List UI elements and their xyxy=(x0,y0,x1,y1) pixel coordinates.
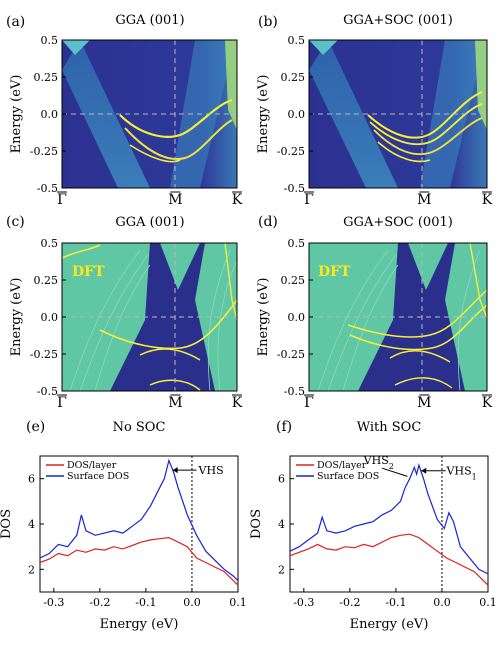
band-d-ylabel: Energy (eV) xyxy=(256,278,271,357)
panel-c-title: GGA (001) xyxy=(115,215,184,230)
band-b-kpoint-label: M xyxy=(417,192,431,208)
band-c-ytick-label: -0.25 xyxy=(30,348,58,361)
chart-f-xtick-label: -0.3 xyxy=(293,596,314,609)
band-a-ytick-label: -0.5 xyxy=(37,182,58,195)
chart-f-vhs1-arrowhead xyxy=(421,467,427,474)
chart-f-vhs1-subscript: 1 xyxy=(472,472,477,481)
chart-e-title: No SOC xyxy=(113,420,166,435)
band-a-ytick-label: 0.5 xyxy=(41,34,59,47)
band-b-ytick-label: -0.25 xyxy=(277,145,305,158)
chart-f-title: With SOC xyxy=(357,420,422,435)
panel-a-label: (a) xyxy=(6,14,25,30)
band-c-kpoint-label: K xyxy=(232,395,243,411)
band-c-ylabel: Energy (eV) xyxy=(9,278,24,357)
band-c-ytick-label: -0.5 xyxy=(37,385,58,398)
panel-d-title: GGA+SOC (001) xyxy=(343,215,453,230)
chart-f-vhs1-label: VHS1 xyxy=(446,465,477,482)
band-axes: 0.5 0.25 0.0 -0.25 -0.5 Energy (eV) Γ M K 0.5 0.25… xyxy=(9,34,493,411)
band-b-kpoint-label: K xyxy=(482,192,493,208)
band-a-kpoint-label: M xyxy=(168,192,182,208)
chart-e-legend-entry: Surface DOS xyxy=(67,471,129,482)
chart-e-xtick-label: 0.1 xyxy=(229,596,247,609)
panel-a-title: GGA (001) xyxy=(115,13,184,28)
chart-e-xtick-label: -0.1 xyxy=(135,596,156,609)
band-b-ytick-label: 0.25 xyxy=(281,71,306,84)
band-d-ytick-label: 0.5 xyxy=(288,237,306,250)
chart-e-vhs-label: VHS xyxy=(198,464,224,477)
chart-f-ytick-label: 4 xyxy=(278,518,285,531)
chart-f-ylabel: DOS xyxy=(249,509,264,539)
panel-b-title: GGA+SOC (001) xyxy=(343,13,453,28)
panel-c-label: (c) xyxy=(6,214,25,230)
chart-f: -0.3 -0.2 -0.1 0.0 0.1 2 4 6 (f) With SOC Energy (… xyxy=(249,419,497,632)
chart-f-vhs2-subscript: 2 xyxy=(389,462,394,471)
chart-f-ytick-label: 2 xyxy=(278,563,285,576)
band-c-kpoint-label: Γ xyxy=(57,395,67,411)
band-a-kpoint-label: Γ xyxy=(57,192,67,208)
chart-f-panel-label: (f) xyxy=(276,419,292,435)
chart-f-series-surface-dos xyxy=(289,462,489,575)
band-a-ytick-label: 0.0 xyxy=(41,108,59,121)
band-a-ylabel: Energy (eV) xyxy=(9,75,24,154)
band-a-ytick-label: 0.25 xyxy=(34,71,59,84)
band-b-ytick-label: 0.5 xyxy=(288,34,306,47)
panel-b-image xyxy=(309,40,487,188)
panel-c-annotation: DFT xyxy=(72,264,105,280)
chart-e-series-dos-layer xyxy=(39,536,239,586)
panel-d-label: (d) xyxy=(258,214,278,230)
band-a-ytick-label: -0.25 xyxy=(30,145,58,158)
band-dashed-guides xyxy=(62,40,487,391)
chart-f-vhs2-label: VHS2 xyxy=(363,454,394,471)
band-d-ytick-label: -0.5 xyxy=(284,385,305,398)
band-c-kpoint-label: M xyxy=(168,395,182,411)
chart-f-series-dos-layer xyxy=(289,533,489,586)
chart-f-legend-entry: Surface DOS xyxy=(317,471,379,482)
panel-b-label: (b) xyxy=(258,14,278,30)
chart-f-xtick-label: 0.1 xyxy=(479,596,497,609)
chart-f-legend-entry: DOS/layer xyxy=(317,460,367,471)
band-c-ytick-label: 0.0 xyxy=(41,311,59,324)
chart-e-panel-label: (e) xyxy=(26,419,45,435)
chart-e-ytick-label: 4 xyxy=(28,518,35,531)
band-c-ytick-label: 0.5 xyxy=(41,237,59,250)
chart-f-xtick-label: -0.1 xyxy=(385,596,406,609)
band-d-ytick-label: -0.25 xyxy=(277,348,305,361)
chart-f-xtick-label: -0.2 xyxy=(339,596,360,609)
chart-f-xtick-label: 0.0 xyxy=(433,596,451,609)
band-d-kpoint-label: K xyxy=(482,395,493,411)
band-d-ytick-label: 0.0 xyxy=(288,311,306,324)
band-c-ytick-label: 0.25 xyxy=(34,274,59,287)
band-b-ytick-label: -0.5 xyxy=(284,182,305,195)
chart-e-xtick-label: 0.0 xyxy=(183,596,201,609)
band-b-ytick-label: 0.0 xyxy=(288,108,306,121)
band-d-kpoint-label: M xyxy=(417,395,431,411)
chart-e-legend-entry: DOS/layer xyxy=(67,460,117,471)
chart-e-xtick-label: -0.3 xyxy=(43,596,64,609)
chart-f-vhs2-arrow xyxy=(381,467,408,477)
band-a-kpoint-label: K xyxy=(232,192,243,208)
chart-e-xlabel: Energy (eV) xyxy=(100,617,179,632)
chart-e-series-surface-dos xyxy=(39,458,239,582)
chart-e-ytick-label: 6 xyxy=(28,473,35,486)
band-b-kpoint-label: Γ xyxy=(304,192,314,208)
chart-e-vhs-arrowhead xyxy=(172,467,178,474)
panel-d-annotation: DFT xyxy=(318,264,351,280)
chart-f-xlabel: Energy (eV) xyxy=(350,617,429,632)
band-d-kpoint-label: Γ xyxy=(304,395,314,411)
chart-e-ylabel: DOS xyxy=(0,509,14,539)
chart-e: -0.3 -0.2 -0.1 0.0 0.1 2 4 6 (e) No SOC Energy (eV… xyxy=(0,419,247,632)
chart-e-ytick-label: 2 xyxy=(28,563,35,576)
chart-e-xtick-label: -0.2 xyxy=(89,596,110,609)
chart-f-ytick-label: 6 xyxy=(278,473,285,486)
band-d-ytick-label: 0.25 xyxy=(281,274,306,287)
band-b-ylabel: Energy (eV) xyxy=(256,75,271,154)
